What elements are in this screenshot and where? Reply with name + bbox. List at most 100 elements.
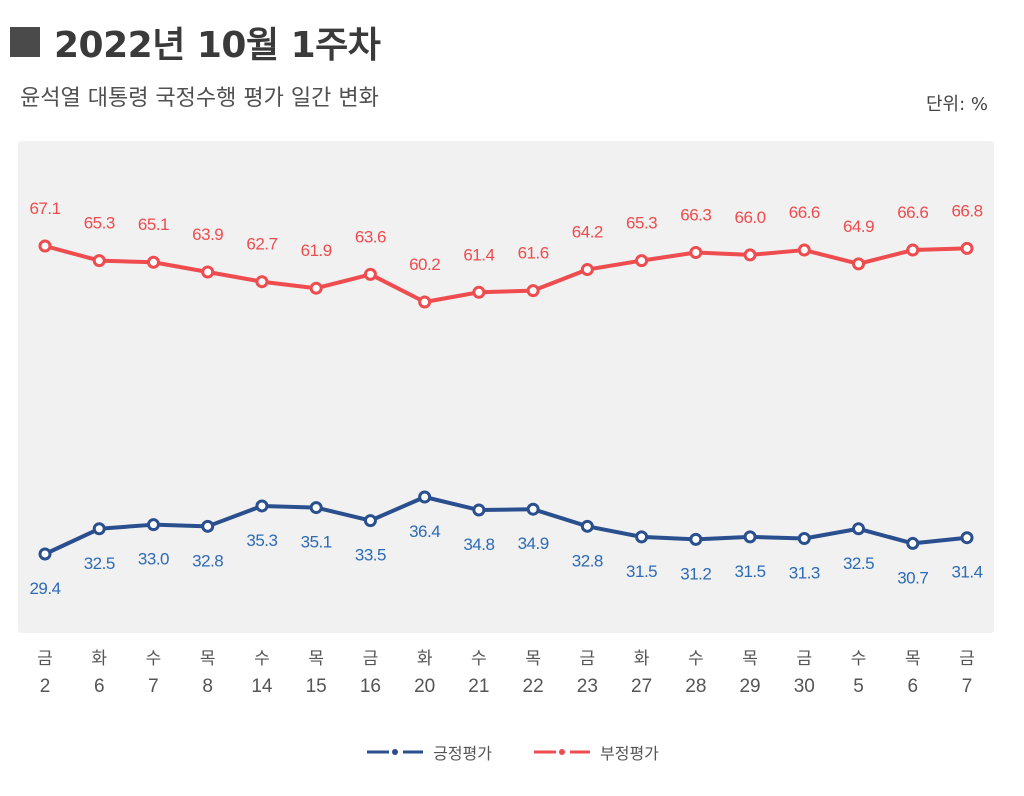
data-point-negative	[743, 248, 757, 262]
data-label-negative: 63.6	[355, 227, 386, 246]
data-label-negative: 64.2	[572, 223, 603, 242]
x-tick-day: 수	[471, 649, 487, 669]
x-tick-date: 23	[577, 676, 598, 697]
title-square-icon	[10, 27, 40, 57]
chart-title: 2022년 10월 1주차	[10, 14, 381, 70]
data-label-negative: 66.0	[735, 208, 766, 227]
title-text: 2022년 10월 1주차	[54, 25, 381, 66]
legend-label-positive: 긍정평가	[433, 744, 492, 763]
x-tick-day: 수	[851, 649, 867, 669]
data-point-negative	[255, 275, 269, 289]
data-point-positive	[580, 519, 594, 533]
chart-subtitle: 윤석열 대통령 국정수행 평가 일간 변화	[20, 86, 379, 111]
data-label-negative: 62.7	[246, 235, 277, 254]
data-point-negative	[309, 281, 323, 295]
data-point-positive	[960, 531, 974, 545]
data-point-negative	[580, 263, 594, 277]
data-label-positive: 33.0	[138, 550, 169, 569]
data-label-positive: 31.5	[735, 562, 766, 581]
x-tick-date: 30	[794, 676, 815, 697]
data-label-negative: 66.6	[897, 203, 928, 222]
data-label-positive: 33.5	[355, 546, 386, 565]
data-point-negative	[852, 257, 866, 271]
x-tick-day: 수	[254, 649, 270, 669]
data-point-positive	[363, 514, 377, 528]
data-point-positive	[472, 503, 486, 517]
data-label-negative: 61.6	[518, 244, 549, 263]
data-label-positive: 34.8	[463, 535, 494, 554]
data-label-negative: 60.2	[409, 255, 440, 274]
data-point-positive	[635, 530, 649, 544]
data-point-positive	[743, 530, 757, 544]
data-label-negative: 66.3	[680, 205, 711, 224]
data-label-negative: 66.8	[951, 201, 982, 220]
x-tick-date: 7	[962, 676, 973, 697]
x-tick-date: 22	[523, 676, 544, 697]
data-point-negative	[960, 241, 974, 255]
x-tick-date: 28	[685, 676, 706, 697]
data-point-negative	[635, 254, 649, 268]
x-tick-day: 화	[417, 649, 433, 669]
x-tick-day: 금	[959, 649, 975, 669]
data-point-negative	[418, 295, 432, 309]
data-point-positive	[418, 490, 432, 504]
data-label-positive: 35.3	[246, 531, 277, 550]
x-tick-day: 목	[525, 649, 541, 669]
legend-item-negative: 부정평가	[532, 740, 659, 764]
data-label-positive: 32.8	[192, 551, 223, 570]
data-point-negative	[526, 284, 540, 298]
x-tick-date: 27	[631, 676, 652, 697]
data-point-positive	[526, 502, 540, 516]
data-point-positive	[38, 547, 52, 561]
x-tick-date: 14	[251, 676, 273, 697]
x-tick-date: 8	[202, 676, 213, 697]
data-point-positive	[309, 501, 323, 515]
x-tick-date: 20	[414, 676, 435, 697]
data-point-positive	[906, 536, 920, 550]
x-tick-date: 7	[148, 676, 159, 697]
data-label-positive: 34.9	[518, 534, 549, 553]
x-tick-date: 6	[907, 676, 918, 697]
x-tick-day: 금	[580, 649, 596, 669]
data-point-negative	[689, 245, 703, 259]
data-label-negative: 61.9	[301, 241, 332, 260]
data-label-positive: 31.5	[626, 562, 657, 581]
data-label-positive: 35.1	[301, 533, 332, 552]
x-tick-date: 16	[360, 676, 381, 697]
data-label-negative: 65.3	[626, 214, 657, 233]
x-tick-date: 6	[94, 676, 105, 697]
data-label-positive: 32.5	[843, 554, 874, 573]
data-label-negative: 61.4	[463, 245, 494, 264]
series-line-positive	[43, 495, 969, 556]
data-label-positive: 29.4	[29, 579, 60, 598]
data-point-positive	[852, 522, 866, 536]
x-tick-day: 목	[308, 649, 324, 669]
data-point-negative	[92, 254, 106, 268]
data-point-positive	[689, 532, 703, 546]
data-label-positive: 31.4	[951, 563, 982, 582]
x-tick-day: 화	[91, 649, 107, 669]
data-label-negative: 67.1	[29, 199, 60, 218]
data-label-positive: 31.2	[680, 564, 711, 583]
x-tick-day: 수	[688, 649, 704, 669]
unit-label: 단위: %	[925, 94, 988, 115]
x-tick-date: 21	[468, 676, 489, 697]
data-label-positive: 31.3	[789, 564, 820, 583]
series-line-negative	[43, 244, 969, 304]
data-point-negative	[146, 255, 160, 269]
x-tick-day: 목	[905, 649, 921, 669]
data-label-negative: 65.1	[138, 215, 169, 234]
x-tick-day: 금	[37, 649, 53, 669]
data-point-positive	[201, 519, 215, 533]
data-point-negative	[38, 239, 52, 253]
data-label-negative: 66.6	[789, 203, 820, 222]
data-point-negative	[472, 285, 486, 299]
data-point-positive	[146, 518, 160, 532]
x-tick-day: 목	[200, 649, 216, 669]
data-point-negative	[797, 243, 811, 257]
legend-label-negative: 부정평가	[600, 744, 659, 763]
x-tick-day: 화	[634, 649, 650, 669]
data-point-negative	[363, 267, 377, 281]
data-label-negative: 65.3	[84, 214, 115, 233]
legend: 긍정평가 부정평가	[0, 740, 1024, 764]
